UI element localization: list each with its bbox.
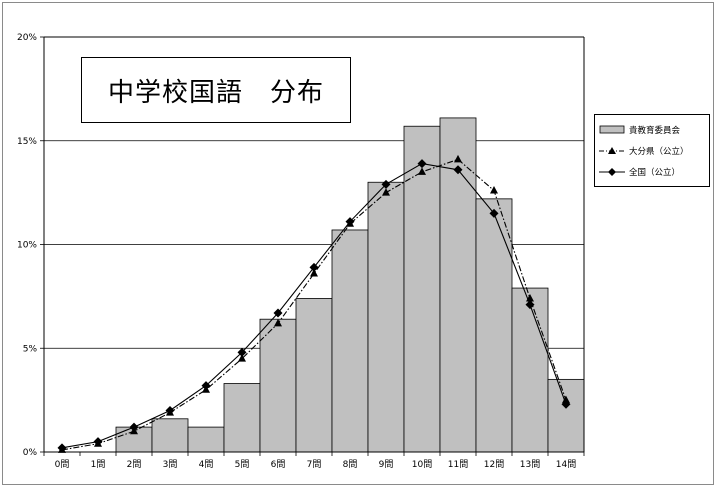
diamond-point [561,399,571,409]
bar [187,426,225,453]
triangle-point [490,186,498,194]
x-tick-label: 10問 [412,459,432,470]
diamond-point [345,217,355,227]
y-tick-label: 10% [17,241,37,251]
legend-item-oita: 大分県（公立） [599,144,689,158]
y-tick-label: 15% [17,137,37,147]
triangle-point [454,154,462,163]
diamond-point [57,443,67,453]
x-tick-label: 4問 [199,459,214,470]
y-tick-label: 0% [23,448,38,458]
legend: 貴教育委員会 大分県（公立） 全国（公立） [594,114,710,187]
legend-label-oita: 大分県（公立） [629,147,689,157]
x-tick-label: 0問 [55,459,70,470]
bar [295,298,333,453]
y-tick-labels: 0% 5% 10% 15% 20% [17,33,37,458]
bar-swatch-icon [599,125,625,134]
triangle-point [562,395,570,404]
triangle-point [418,167,426,175]
bar [547,378,585,453]
legend-item-national: 全国（公立） [599,165,680,179]
diamond-point [93,437,103,447]
bar [331,229,369,453]
diamond-point [489,208,499,218]
x-tick-label: 13問 [520,459,540,470]
diamond-point [309,262,319,272]
y-tick-label: 20% [17,33,37,43]
x-tick-label: 2問 [127,459,142,470]
x-tick-label: 9問 [379,459,394,470]
triangle-point [382,188,390,196]
x-tick-label: 8問 [343,459,358,470]
oita-line [61,158,567,451]
diamond-point [273,308,283,318]
diamond-point [417,159,427,169]
x-tick-label: 7問 [307,459,322,470]
x-tick-labels: 0問 1問 2問 3問 4問 5問 6問 7問 8問 9問 10問 11問 12問 13問 14問 [55,459,577,470]
bar [223,383,261,453]
triangle-point [238,354,246,362]
x-tick-label: 6問 [271,459,286,470]
x-tick-label: 11問 [448,459,468,470]
bar [367,181,405,453]
bar [475,198,513,453]
bar [259,318,297,453]
diamond-point [381,179,391,189]
diamond-point [525,300,535,310]
diamond-point [237,347,247,357]
diamond-point [201,381,211,391]
legend-label-bar: 貴教育委員会 [629,126,681,136]
diamond-point [129,422,139,432]
solid-diamond-icon [599,168,625,176]
diamond-point [453,165,463,175]
y-tick-label: 5% [23,344,38,354]
triangle-point [310,269,318,277]
bar [151,418,189,453]
x-tick-label: 5問 [235,459,250,470]
bar-series [115,117,585,453]
legend-label-national: 全国（公立） [629,168,681,178]
chart-title: 中学校国語 分布 [107,77,324,108]
bar [511,287,549,453]
x-tick-label: 1問 [91,459,106,470]
line-series [57,154,571,453]
triangle-point [274,318,282,327]
chart-title-box: 中学校国語 分布 [81,57,351,123]
bar [403,125,441,453]
diamond-point [165,406,175,415]
bar [439,117,477,453]
dashdot-triangle-icon [599,147,625,154]
x-tick-label: 14問 [556,459,576,470]
x-tick-label: 12問 [484,459,504,470]
chart-svg: 0% 5% 10% 15% 20% 0問 1問 2問 3問 4問 5問 6問 7問 8問 9問 10問 11問… [17,33,585,470]
x-tick-label: 3問 [163,459,178,470]
axes [40,36,585,456]
legend-item-bar: 貴教育委員会 [599,123,680,137]
